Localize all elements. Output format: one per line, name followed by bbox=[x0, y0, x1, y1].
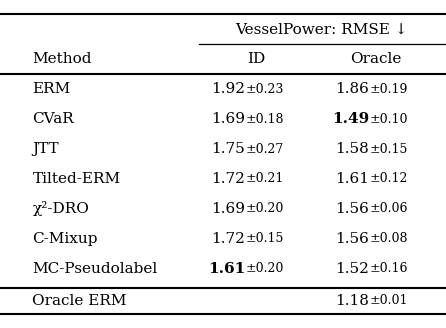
Text: Tilted-ERM: Tilted-ERM bbox=[33, 172, 120, 186]
Text: ±0.19: ±0.19 bbox=[369, 83, 408, 96]
Text: ±0.20: ±0.20 bbox=[245, 202, 284, 215]
Text: Method: Method bbox=[33, 52, 92, 66]
Text: Oracle: Oracle bbox=[350, 52, 401, 66]
Text: ±0.10: ±0.10 bbox=[369, 113, 408, 126]
Text: ±0.12: ±0.12 bbox=[369, 173, 408, 185]
Text: ERM: ERM bbox=[33, 82, 70, 96]
Text: 1.52: 1.52 bbox=[335, 262, 369, 276]
Text: 1.61: 1.61 bbox=[208, 262, 245, 276]
Text: 1.58: 1.58 bbox=[335, 142, 369, 156]
Text: ±0.15: ±0.15 bbox=[369, 143, 408, 155]
Text: ±0.06: ±0.06 bbox=[369, 202, 408, 215]
Text: ±0.18: ±0.18 bbox=[245, 113, 284, 126]
Text: VesselPower: RMSE ↓: VesselPower: RMSE ↓ bbox=[235, 22, 408, 36]
Text: 1.49: 1.49 bbox=[332, 112, 369, 126]
Text: 1.75: 1.75 bbox=[211, 142, 245, 156]
Text: ±0.20: ±0.20 bbox=[245, 262, 284, 275]
Text: 1.69: 1.69 bbox=[211, 112, 245, 126]
Text: 1.61: 1.61 bbox=[335, 172, 369, 186]
Text: Oracle ERM: Oracle ERM bbox=[33, 294, 127, 308]
Text: 1.69: 1.69 bbox=[211, 202, 245, 216]
Text: 1.86: 1.86 bbox=[335, 82, 369, 96]
Text: 1.56: 1.56 bbox=[335, 202, 369, 216]
Text: ±0.21: ±0.21 bbox=[245, 173, 284, 185]
Text: 1.92: 1.92 bbox=[211, 82, 245, 96]
Text: ±0.27: ±0.27 bbox=[245, 143, 283, 155]
Text: MC-Pseudolabel: MC-Pseudolabel bbox=[33, 262, 158, 276]
Text: ID: ID bbox=[247, 52, 265, 66]
Text: ±0.08: ±0.08 bbox=[369, 232, 408, 245]
Text: ±0.23: ±0.23 bbox=[245, 83, 284, 96]
Text: 1.72: 1.72 bbox=[211, 232, 245, 246]
Text: JTT: JTT bbox=[33, 142, 59, 156]
Text: 1.72: 1.72 bbox=[211, 172, 245, 186]
Text: 1.18: 1.18 bbox=[335, 294, 369, 308]
Text: ±0.01: ±0.01 bbox=[369, 295, 408, 307]
Text: 1.56: 1.56 bbox=[335, 232, 369, 246]
Text: CVaR: CVaR bbox=[33, 112, 74, 126]
Text: χ²-DRO: χ²-DRO bbox=[33, 201, 89, 216]
Text: C-Mixup: C-Mixup bbox=[33, 232, 98, 246]
Text: ±0.15: ±0.15 bbox=[245, 232, 284, 245]
Text: ±0.16: ±0.16 bbox=[369, 262, 408, 275]
